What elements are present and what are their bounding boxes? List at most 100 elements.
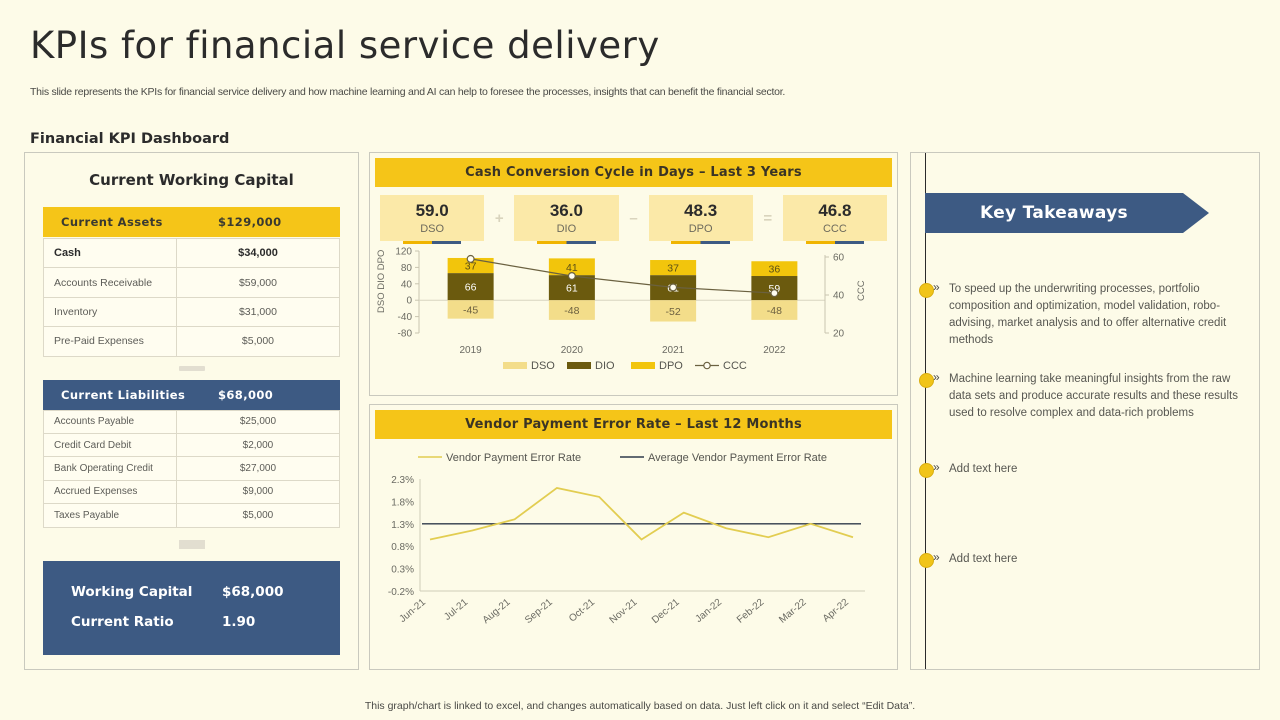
ccc-marker[interactable] (669, 283, 678, 292)
row-value: $2,000 (175, 432, 341, 458)
operator-minus-icon: – (629, 209, 638, 227)
working-capital-panel: Current Working Capital Current Assets $… (24, 152, 359, 670)
takeaway-item: » Add text here (911, 460, 1249, 551)
ccc-panel-title: Cash Conversion Cycle in Days – Last 3 Y… (375, 158, 892, 187)
table-row: Cash $34,000 (43, 237, 341, 269)
bar-label-dio: 61 (566, 283, 578, 295)
key-takeaways-panel: Key Takeaways » To speed up the underwrit… (910, 152, 1260, 670)
current-liabilities-header: Current Liabilities $68,000 (43, 379, 340, 410)
x-tick-label: Apr-22 (821, 597, 851, 625)
working-capital-summary: Working Capital $68,000 Current Ratio 1.… (43, 560, 340, 655)
ccc-line[interactable] (470, 258, 775, 294)
tile-underline (537, 241, 596, 244)
row-label: Cash (43, 237, 177, 269)
y-tick-label: 120 (395, 247, 412, 258)
ccc-marker[interactable] (567, 272, 576, 281)
vendor-panel-title: Vendor Payment Error Rate – Last 12 Mont… (375, 410, 892, 439)
current-assets-header: Current Assets $129,000 (43, 207, 340, 237)
current-liabilities-table: Current Liabilities $68,000 Accounts Pay… (43, 379, 341, 528)
kpi-tile-ccc[interactable]: 46.8 CCC (782, 195, 887, 244)
bar-dpo[interactable] (650, 260, 697, 276)
takeaway-text: Machine learning take meaningful insight… (949, 373, 1238, 419)
bar-dso[interactable] (650, 300, 697, 322)
current-assets-table: Current Assets $129,000 Cash $34,000 Accou… (43, 207, 341, 357)
bar-label-dso: -45 (463, 304, 478, 316)
kpi-tile-dpo[interactable]: 48.3 DPO (648, 195, 753, 244)
bar-dso[interactable] (751, 300, 798, 320)
y-tick-label: 0 (406, 296, 412, 307)
legend-label-average: Average Vendor Payment Error Rate (648, 452, 827, 464)
row-label: Credit Card Debit (43, 432, 177, 458)
table-row: Taxes Payable $5,000 (43, 503, 341, 528)
summary-row: Working Capital $68,000 (43, 577, 340, 607)
row-value: $25,000 (175, 409, 341, 434)
ccc-marker[interactable] (466, 254, 475, 263)
bar-label-dso: -52 (666, 306, 681, 318)
x-tick-label: Sep-21 (523, 597, 555, 626)
bar-dpo[interactable] (548, 258, 595, 276)
table-row: Inventory $31,000 (43, 296, 341, 328)
bar-label-dpo: 37 (465, 261, 477, 273)
y-tick-label: 1.3% (391, 520, 414, 531)
double-chevron-icon: » (933, 370, 940, 384)
summary-row: Current Ratio 1.90 (43, 607, 340, 637)
bar-dso[interactable] (447, 300, 494, 319)
x-tick-label: Jan-22 (694, 597, 725, 625)
divider-handle-top[interactable] (178, 365, 205, 371)
x-tick-label: 2022 (763, 345, 786, 356)
table-row: Bank Operating Credit $27,000 (43, 456, 341, 481)
y-tick-label: 2.3% (391, 475, 414, 486)
row-label: Inventory (43, 296, 177, 328)
takeaway-item: » To speed up the underwriting processes,… (911, 280, 1249, 371)
bullet-dot-icon (919, 373, 934, 388)
takeaways-spine (925, 153, 926, 669)
row-value: $31,000 (175, 296, 341, 328)
y2-tick-label: 40 (833, 291, 845, 302)
bar-dpo[interactable] (751, 261, 798, 277)
y-tick-label: -0.2% (388, 587, 414, 598)
legend-label-dso: DSO (531, 360, 555, 372)
double-chevron-icon: » (933, 550, 940, 564)
kpi-tile-value: 59.0 (415, 201, 449, 220)
y-tick-label: 0.8% (391, 542, 414, 553)
kpi-tile-name: DPO (688, 223, 713, 235)
bar-dpo[interactable] (447, 257, 494, 274)
x-tick-label: Mar-22 (777, 597, 809, 626)
y-tick-label: -80 (398, 329, 413, 340)
current-ratio-label: Current Ratio (71, 613, 174, 630)
legend-marker-ccc (703, 361, 711, 370)
bar-dio[interactable] (447, 273, 494, 301)
legend-label-ccc: CCC (723, 360, 747, 372)
kpi-tile-value: 36.0 (549, 201, 583, 220)
kpi-tile-dio[interactable]: 36.0 DIO (514, 195, 619, 244)
ccc-marker[interactable] (770, 289, 779, 298)
bar-dso[interactable] (548, 300, 595, 320)
row-label: Accounts Receivable (43, 267, 177, 298)
operator-plus-icon: + (494, 209, 504, 227)
row-value: $5,000 (175, 326, 341, 357)
x-tick-label: Jul-21 (442, 597, 470, 623)
current-assets-value: $129,000 (218, 215, 282, 229)
ccc-bar-chart[interactable]: DSO DIO DPO CCC 120 80 40 0 -40 -80 60 40 20 37 66 -4… (370, 241, 895, 381)
bar-label-dpo: 37 (667, 263, 679, 275)
kpi-tile-dso[interactable]: 59.0 DSO (380, 195, 485, 244)
page-title: KPIs for financial service delivery (30, 24, 660, 67)
kpi-tile-name: DIO (556, 223, 577, 235)
vendor-line-chart[interactable]: Vendor Payment Error Rate Average Vendor … (370, 439, 895, 664)
current-assets-label: Current Assets (61, 215, 163, 229)
row-label: Accounts Payable (43, 409, 177, 434)
x-tick-label: Oct-21 (567, 597, 597, 625)
divider-handle-bottom[interactable] (178, 536, 205, 552)
bar-label-dpo: 41 (566, 262, 578, 274)
legend-swatch-dio (567, 362, 591, 369)
kpi-tile-name: CCC (822, 223, 847, 235)
takeaway-text: Add text here (949, 553, 1018, 565)
tile-underline (805, 241, 865, 244)
ccc-tiles: 59.0 DSO + 36.0 DIO – 48.3 DPO = 46.8 CC… (380, 195, 887, 244)
vendor-series-line[interactable] (429, 486, 854, 541)
legend-label-dio: DIO (595, 360, 615, 372)
bar-label-dso: -48 (564, 305, 579, 317)
row-value: $34,000 (175, 237, 341, 269)
x-tick-label: Aug-21 (481, 597, 513, 626)
